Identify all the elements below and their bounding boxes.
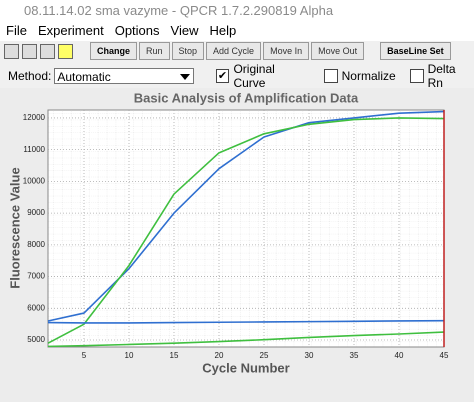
menu-item[interactable]: Experiment xyxy=(37,23,104,38)
y-tick-label: 8000 xyxy=(27,240,45,249)
new-icon[interactable] xyxy=(4,43,19,59)
y-tick-label: 6000 xyxy=(27,303,45,312)
checkbox-label: Normalize xyxy=(341,69,396,83)
x-tick-label: 30 xyxy=(305,351,314,360)
checkbox[interactable]: ✔ xyxy=(215,69,230,83)
options-row: Method: Automatic ✔ Original Curve Normali… xyxy=(0,62,474,90)
x-axis-label: Cycle Number xyxy=(202,360,289,375)
minor-grid xyxy=(48,110,444,347)
chart: Basic Analysis of Amplification Data Cyc… xyxy=(0,88,474,402)
y-tick-label: 11000 xyxy=(23,145,45,154)
x-tick-label: 20 xyxy=(215,351,224,360)
y-tick-label: 7000 xyxy=(27,272,45,281)
toolbar-button[interactable]: BaseLine Set xyxy=(380,42,451,60)
menu-item[interactable]: Options xyxy=(114,23,160,38)
y-tick-label: 5000 xyxy=(27,335,45,344)
open-icon[interactable] xyxy=(22,43,37,59)
toolbar-button[interactable]: Move Out xyxy=(311,42,365,60)
menu-item[interactable]: View xyxy=(170,23,199,38)
chart-title: Basic Analysis of Amplification Data xyxy=(134,90,359,105)
toolbar-button[interactable]: Change xyxy=(90,42,138,60)
menu-item[interactable]: Help xyxy=(209,23,237,38)
x-tick-label: 40 xyxy=(395,351,404,360)
toolbar-button[interactable]: Run xyxy=(139,42,170,60)
y-tick-label: 12000 xyxy=(23,113,46,122)
toolbar-button[interactable]: Move In xyxy=(263,42,310,60)
toolbar-button[interactable]: Stop xyxy=(171,42,205,60)
x-tick-label: 25 xyxy=(260,351,269,360)
title-bar: 08.11.14.02 sma vazyme - QPCR 1.7.2.2908… xyxy=(0,0,474,21)
y-tick-label: 9000 xyxy=(27,208,45,217)
data-line xyxy=(47,319,445,324)
data-line xyxy=(47,110,445,322)
x-tick-label: 35 xyxy=(350,351,359,360)
checkbox-label: Original Curve xyxy=(233,62,275,90)
y-axis-label: Fluorescence Value xyxy=(7,167,22,288)
toolbar-button[interactable]: Add Cycle xyxy=(206,42,262,60)
checkbox-label: Delta Rn xyxy=(427,62,456,90)
y-tick-label: 10000 xyxy=(23,176,46,185)
checkbox[interactable] xyxy=(323,69,338,83)
x-tick-label: 15 xyxy=(170,351,179,360)
checkbox[interactable] xyxy=(409,69,424,83)
save-icon[interactable] xyxy=(40,43,55,59)
window-title: 08.11.14.02 sma vazyme - QPCR 1.7.2.2908… xyxy=(24,3,334,18)
method-select[interactable]: Automatic xyxy=(54,68,194,84)
method-label: Method: xyxy=(8,69,52,83)
help-icon[interactable] xyxy=(58,43,73,59)
data-line xyxy=(47,117,445,344)
toolbar: Change Run Stop Add Cycle Move In Move Out Bas… xyxy=(0,41,474,61)
x-tick-label: 5 xyxy=(82,351,87,360)
menu-item[interactable]: File xyxy=(6,23,27,38)
x-tick-label: 45 xyxy=(440,351,449,360)
data-line xyxy=(47,331,445,348)
menu-bar: File Experiment Options View Help xyxy=(0,21,474,41)
x-tick-label: 10 xyxy=(125,351,134,360)
